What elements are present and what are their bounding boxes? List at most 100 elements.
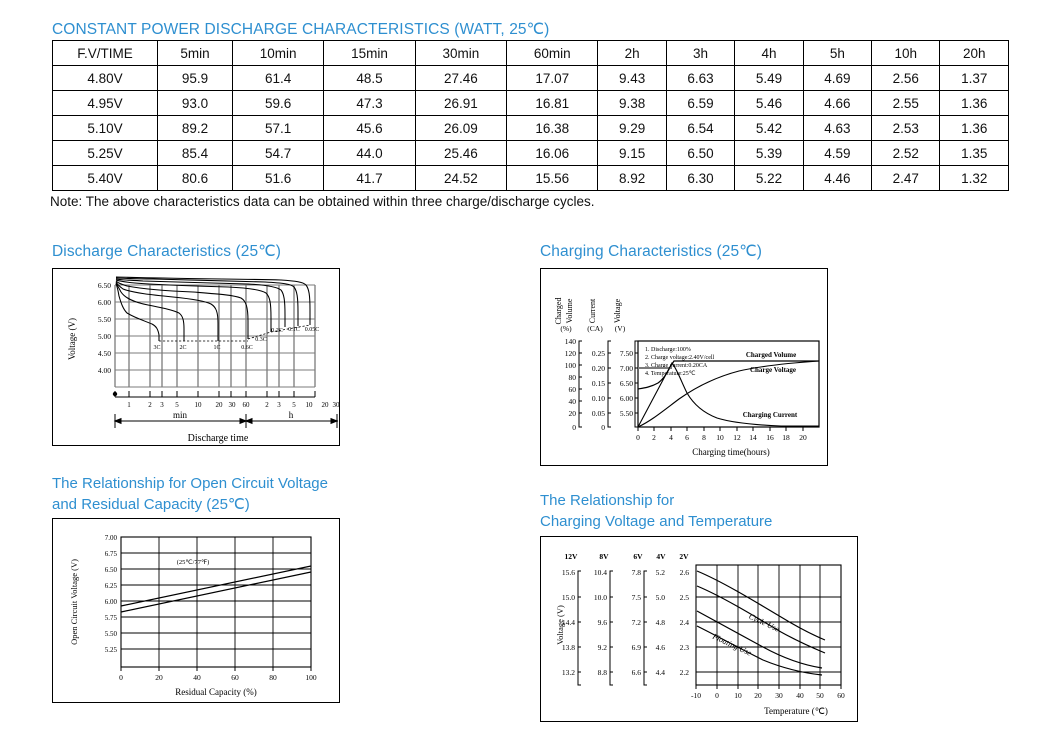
x-tick-label: 3 (277, 401, 281, 409)
table-row: 4.80V 95.9 61.4 48.5 27.46 17.07 9.43 6.… (52, 65, 1009, 91)
scale-tick-label: 15.6 (562, 568, 575, 577)
table-cell: 48.5 (323, 65, 416, 91)
scale-tick-label: 13.2 (562, 668, 575, 677)
table-cell: 2.47 (871, 165, 941, 191)
table-cell: 16.81 (506, 90, 599, 116)
y-tick-label: 6.00 (105, 598, 118, 606)
scale-tick-label: 14.4 (562, 618, 575, 627)
table-header-cell: 10min (231, 40, 325, 66)
x-tick-label: -10 (691, 691, 701, 700)
x-tick-label: 4 (669, 433, 673, 442)
table-cell: 4.69 (802, 65, 873, 91)
x-tick-label: 18 (782, 433, 790, 442)
x-tick-label: 20 (216, 401, 224, 409)
table-cell: 27.46 (414, 65, 508, 91)
y-tick-label: 5.50 (620, 409, 633, 418)
x-tick-label: 60 (837, 691, 845, 700)
temp-chart-title: The Relationship for Charging Voltage an… (540, 490, 960, 532)
y-tick-label: 60 (569, 385, 577, 394)
chart-annotation: 1. Discharge:100% (645, 347, 691, 353)
x-tick-label: 30 (775, 691, 783, 700)
y-tick-label: 80 (569, 373, 577, 382)
scale-tick-label: 4.6 (656, 643, 666, 652)
table-cell: 5.39 (734, 140, 804, 166)
table-cell: 2.56 (871, 65, 941, 91)
curve-label: 1C (213, 345, 220, 351)
table-row: 5.10V 89.2 57.1 45.6 26.09 16.38 9.29 6.… (52, 115, 1009, 141)
table-cell: 2.55 (871, 90, 941, 116)
y-axis-label: Voltage (V) (67, 318, 77, 360)
table-cell: 6.50 (665, 140, 736, 166)
table-cell: 8.92 (597, 165, 667, 191)
scale-header: 8V (599, 552, 609, 561)
y-tick-label: 6.50 (98, 281, 111, 290)
table-cell: 6.54 (665, 115, 736, 141)
curve-label: 0.05C (305, 327, 320, 333)
temp-chart-title-line2: Charging Voltage and Temperature (540, 513, 773, 530)
scale-tick-label: 13.8 (562, 643, 575, 652)
x-tick-label: 3 (160, 401, 164, 409)
x-tick-label: 20 (322, 401, 330, 409)
scale-tick-label: 9.2 (598, 643, 608, 652)
curve-label: Charging Current (743, 411, 798, 419)
scale-header: 6V (633, 552, 643, 561)
table-cell: 1.36 (939, 115, 1009, 141)
table-cell: 4.46 (802, 165, 873, 191)
table-cell: 2.53 (871, 115, 941, 141)
y-tick-label: 0 (601, 423, 605, 432)
table-header-cell: 2h (597, 40, 667, 66)
table-cell: 1.35 (939, 140, 1009, 166)
x-tick-label: 40 (193, 673, 201, 682)
scale-tick-label: 4.4 (656, 668, 666, 677)
x-tick-label: 5 (175, 401, 179, 409)
table-cell: 41.7 (323, 165, 416, 191)
table-cell: 6.63 (665, 65, 736, 91)
curve-label: 0.6C (241, 345, 253, 351)
table-cell: 57.1 (231, 115, 325, 141)
constant-power-discharge-table: F.V/TIME 5min 10min 15min 30min 60min 2h… (52, 40, 1009, 191)
axis-unit: (CA) (587, 324, 603, 333)
x-tick-label: 16 (766, 433, 774, 442)
table-cell: 16.06 (506, 140, 599, 166)
scale-tick-label: 7.5 (632, 593, 642, 602)
curve-label: Charge Voltage (750, 366, 796, 374)
scale-tick-label: 7.2 (632, 618, 642, 627)
axis-name: Voltage (613, 298, 622, 323)
x-tick-label: 6 (685, 433, 689, 442)
table-cell: 4.66 (802, 90, 873, 116)
x-tick-label: 0 (715, 691, 719, 700)
x-tick-label: 0 (119, 673, 123, 682)
table-header-cell: F.V/TIME (52, 40, 158, 66)
table-cell: 9.29 (597, 115, 667, 141)
curve-label: Charged Volume (746, 351, 796, 359)
y-tick-label: 100 (565, 361, 577, 370)
table-cell: 17.07 (506, 65, 599, 91)
table-header-cell: 5min (157, 40, 233, 66)
page-title: CONSTANT POWER DISCHARGE CHARACTERISTICS… (52, 21, 550, 38)
axis-name: Charged (554, 298, 563, 325)
curve-label: 0.3C (255, 337, 267, 343)
table-cell: 47.3 (323, 90, 416, 116)
ocv-chart-title-line1: The Relationship for Open Circuit Voltag… (52, 475, 328, 492)
curve-label: 3C (153, 345, 160, 351)
y-tick-label: 140 (565, 337, 577, 346)
scale-tick-label: 8.8 (598, 668, 608, 677)
x-tick-label: 14 (749, 433, 757, 442)
y-tick-label: 6.00 (620, 394, 633, 403)
scale-tick-label: 10.0 (594, 593, 607, 602)
y-tick-label: 6.00 (98, 298, 111, 307)
x-tick-label: 20 (155, 673, 163, 682)
y-tick-label: 6.75 (105, 550, 118, 558)
x-tick-label: 8 (702, 433, 706, 442)
table-row: 4.95V 93.0 59.6 47.3 26.91 16.81 9.38 6.… (52, 90, 1009, 116)
scale-header: 2V (679, 552, 689, 561)
table-cell: 9.38 (597, 90, 667, 116)
table-cell: 1.32 (939, 165, 1009, 191)
y-tick-label: 5.50 (98, 315, 111, 324)
ocv-chart: 7.00 6.75 6.50 6.25 6.00 5.75 5.50 5.25 … (52, 518, 340, 703)
discharge-chart-title: Discharge Characteristics (25℃) (52, 243, 281, 260)
y-tick-label: 0 (572, 423, 576, 432)
table-cell: 25.46 (414, 140, 508, 166)
scale-header: 4V (656, 552, 666, 561)
